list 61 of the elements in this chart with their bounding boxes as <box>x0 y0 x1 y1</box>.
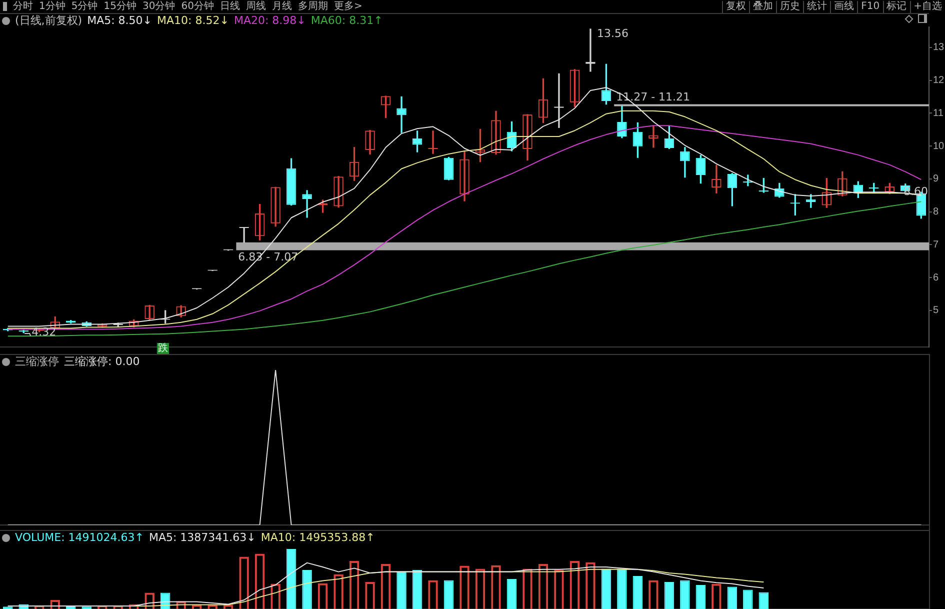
text: 日线 <box>220 0 240 12</box>
y-tick-label: 11 <box>933 108 944 119</box>
text: +自选 <box>910 0 945 12</box>
text: VOLUME: 1491024.63↑ <box>15 531 144 544</box>
text: 周线 <box>246 0 266 12</box>
bar <box>743 590 753 609</box>
candlestick <box>302 190 312 218</box>
bar <box>601 568 612 609</box>
bar <box>286 549 296 609</box>
y-tick-label: 5 <box>933 305 939 316</box>
text: 月线 <box>272 0 292 12</box>
chart-title: 三缩涨停 <box>15 355 59 368</box>
bar <box>412 570 422 609</box>
text: 画线 <box>830 0 858 12</box>
bar <box>66 606 76 609</box>
bar <box>632 576 643 609</box>
text: 历史 <box>776 0 804 12</box>
y-tick-label: 9 <box>933 174 939 185</box>
text: 多周期 <box>298 0 328 12</box>
text: 叠加 <box>749 0 776 12</box>
text: 15分钟 <box>104 0 136 12</box>
text: 1分钟 <box>39 0 66 12</box>
y-tick-label: 6 <box>933 272 939 284</box>
text: 60分钟 <box>181 0 214 12</box>
text: MA5: 8.50↓ <box>87 14 152 27</box>
text: 三缩涨停: 0.00 <box>64 355 140 368</box>
bar <box>758 592 769 609</box>
text: 统计 <box>803 0 830 12</box>
y-tick-label: 7 <box>933 239 939 250</box>
chart-title: (日线,前复权) <box>15 14 82 27</box>
text: F10 <box>857 0 883 12</box>
bar <box>727 586 738 609</box>
text: MA10: 8.52↓ <box>157 14 229 27</box>
bar <box>302 570 312 609</box>
y-tick-label: 10 <box>933 140 945 152</box>
bar <box>617 568 627 609</box>
bar <box>506 579 517 609</box>
bar <box>696 585 706 609</box>
text: 分时 <box>13 0 33 12</box>
text: MA5: 1387341.63↓ <box>148 531 256 544</box>
text: 标记 <box>882 0 910 12</box>
y-tick-label: 13 <box>933 42 945 54</box>
y-tick-label: 12 <box>933 75 945 86</box>
text: 30分钟 <box>142 0 176 12</box>
text: 更多> <box>334 0 362 12</box>
bar <box>444 580 454 609</box>
annotation: 4.32 <box>32 326 56 339</box>
bar <box>396 571 406 609</box>
annotation: 13.56 <box>597 27 628 40</box>
y-tick-label: 8 <box>933 206 939 218</box>
text: MA10: 1495353.88↑ <box>260 531 375 544</box>
candlestick <box>239 226 249 243</box>
candlestick <box>428 130 438 154</box>
text: 5分钟 <box>71 0 98 12</box>
bar <box>680 580 690 609</box>
text: MA20: 8.98↓ <box>234 14 306 27</box>
candlestick <box>396 96 406 133</box>
text: 复权 <box>722 0 750 12</box>
bar <box>664 582 674 609</box>
text: MA60: 8.31↑ <box>310 14 383 27</box>
annotation: 跌 <box>157 343 169 355</box>
